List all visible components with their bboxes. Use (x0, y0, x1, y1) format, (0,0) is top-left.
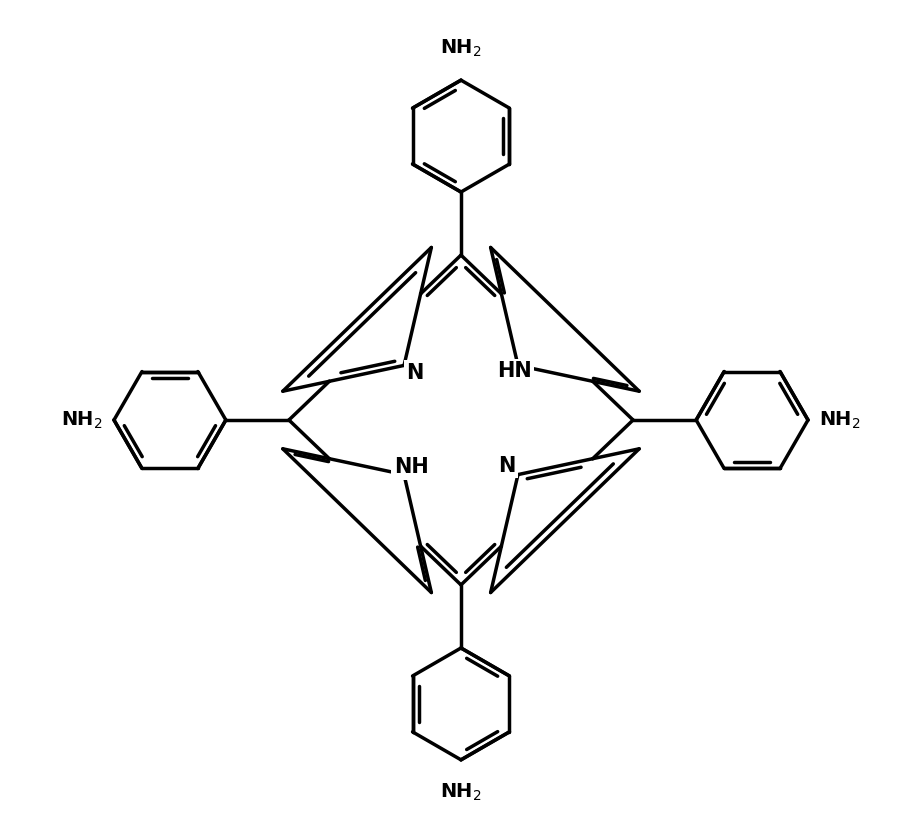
Text: N: N (499, 456, 516, 476)
Text: NH$_2$: NH$_2$ (820, 409, 861, 431)
Text: HN: HN (497, 361, 532, 381)
Text: N: N (406, 363, 423, 382)
Text: NH: NH (394, 458, 429, 477)
Text: NH$_2$: NH$_2$ (440, 781, 482, 803)
Text: NH$_2$: NH$_2$ (440, 37, 482, 59)
Text: NH$_2$: NH$_2$ (61, 409, 102, 431)
